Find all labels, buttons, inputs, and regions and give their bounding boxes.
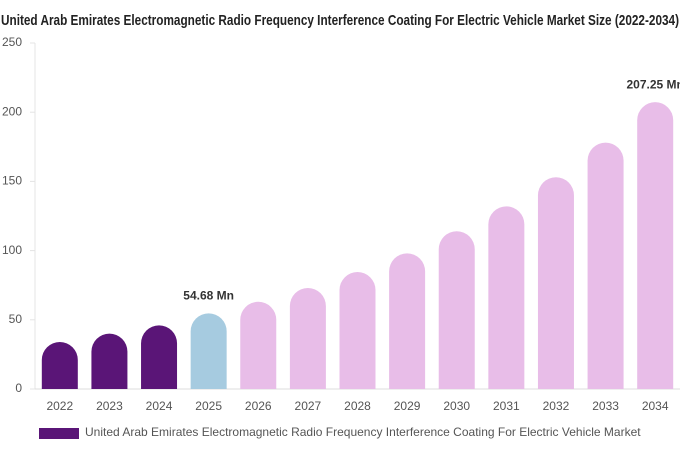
bar bbox=[339, 272, 376, 389]
x-tick-label: 2034 bbox=[642, 399, 669, 413]
y-tick-label: 0 bbox=[15, 381, 22, 395]
chart-title: United Arab Emirates Electromagnetic Rad… bbox=[1, 12, 679, 29]
bar bbox=[537, 177, 574, 389]
x-tick-label: 2028 bbox=[344, 399, 371, 413]
x-tick-label: 2033 bbox=[592, 399, 619, 413]
y-tick-label: 100 bbox=[2, 243, 22, 257]
bar bbox=[190, 313, 227, 389]
y-tick-label: 50 bbox=[9, 312, 23, 326]
x-tick-label: 2026 bbox=[245, 399, 272, 413]
x-tick-label: 2023 bbox=[96, 399, 123, 413]
legend-swatch bbox=[39, 428, 79, 439]
x-tick-label: 2031 bbox=[493, 399, 520, 413]
y-tick-label: 200 bbox=[2, 104, 22, 118]
value-label: 54.68 Mn bbox=[183, 288, 234, 302]
bar bbox=[41, 341, 78, 389]
y-tick-label: 250 bbox=[2, 35, 22, 49]
legend-label: United Arab Emirates Electromagnetic Rad… bbox=[85, 425, 641, 439]
x-tick-label: 2030 bbox=[443, 399, 470, 413]
x-tick-label: 2027 bbox=[295, 399, 322, 413]
bar bbox=[438, 231, 475, 389]
x-tick-label: 2032 bbox=[543, 399, 570, 413]
y-tick-label: 150 bbox=[2, 174, 22, 188]
bar bbox=[637, 102, 674, 389]
bar bbox=[141, 325, 178, 389]
value-label: 207.25 Mn bbox=[627, 77, 680, 91]
x-tick-label: 2025 bbox=[195, 399, 222, 413]
x-tick-label: 2029 bbox=[394, 399, 421, 413]
bar bbox=[289, 287, 326, 389]
bar bbox=[389, 253, 426, 389]
x-tick-label: 2022 bbox=[46, 399, 73, 413]
x-tick-label: 2024 bbox=[146, 399, 173, 413]
bar bbox=[91, 333, 128, 389]
bar bbox=[488, 206, 525, 389]
bar bbox=[240, 301, 277, 389]
bar bbox=[587, 142, 624, 389]
